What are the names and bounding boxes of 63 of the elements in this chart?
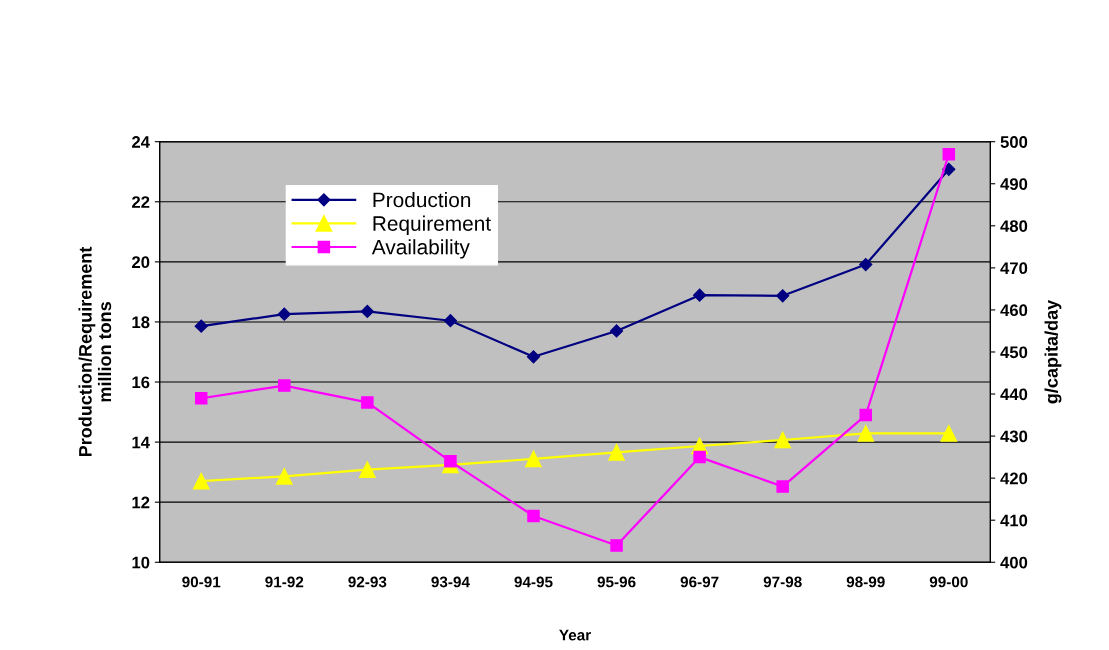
y-tick-label: 14: [132, 436, 150, 449]
point: [443, 314, 458, 328]
point: [526, 350, 541, 364]
y-tick-label: 24: [132, 136, 150, 148]
point: [192, 472, 210, 490]
point: [610, 539, 623, 552]
y2-axis-title: g/capita/day: [1044, 299, 1062, 404]
x-tick-label: 97-98: [763, 576, 802, 588]
point: [275, 468, 293, 485]
y2-tick-label: 450: [1000, 346, 1028, 359]
point: [278, 379, 291, 392]
y2-tick-label: 410: [1000, 514, 1028, 527]
x-tick-label: 96-97: [680, 576, 719, 588]
point: [857, 425, 875, 442]
x-tick-label: 93-94: [431, 576, 470, 588]
y2-tick-label: 430: [1000, 430, 1028, 443]
x-tick-label: 94-95: [514, 576, 553, 588]
x-tick-label: 92-93: [348, 576, 387, 588]
point: [359, 461, 376, 479]
y-tick-label: 18: [132, 316, 150, 329]
point: [525, 450, 542, 468]
y-tick-label: 22: [132, 196, 150, 208]
x-tick-label: 90-91: [182, 576, 221, 588]
point: [693, 288, 707, 302]
point: [776, 480, 789, 493]
point: [609, 324, 624, 338]
point: [859, 408, 872, 422]
y2-tick-label: 440: [1000, 388, 1028, 401]
y2-tick-label: 490: [1000, 178, 1028, 190]
y-tick-label: 10: [132, 556, 150, 569]
y2-tick-label: 460: [1000, 304, 1028, 317]
point: [942, 148, 956, 161]
point: [942, 162, 956, 176]
point: [527, 509, 540, 523]
y2-tick-label: 470: [1000, 262, 1028, 275]
point: [361, 396, 374, 409]
y-tick-label: 16: [132, 376, 150, 389]
point: [444, 455, 457, 468]
y-axis-title: Production/Requirement million tons: [78, 246, 112, 457]
point: [774, 431, 792, 449]
point: [940, 425, 958, 442]
point: [693, 450, 706, 464]
y2-tick-label: 480: [1000, 220, 1028, 233]
legend-label: Production: [373, 192, 471, 208]
point: [194, 391, 208, 405]
x-tick-label: 95-96: [597, 576, 636, 588]
point: [277, 307, 291, 321]
x-axis-title: Year: [559, 629, 591, 641]
y-tick-label: 20: [132, 256, 150, 269]
legend-label: Requirement: [373, 215, 491, 236]
point: [608, 443, 625, 461]
point: [776, 289, 790, 303]
y2-tick-label: 500: [1000, 136, 1028, 148]
y2-tick-label: 420: [1000, 472, 1028, 485]
point: [360, 304, 374, 319]
y2-tick-label: 400: [1000, 556, 1028, 569]
legend-label: Availability: [371, 239, 470, 259]
y-tick-label: 12: [132, 496, 150, 509]
point: [859, 257, 873, 272]
point: [194, 319, 208, 333]
x-tick-label: 91-92: [265, 576, 304, 588]
x-tick-label: 99-00: [929, 576, 968, 588]
x-tick-label: 98-99: [846, 576, 885, 588]
